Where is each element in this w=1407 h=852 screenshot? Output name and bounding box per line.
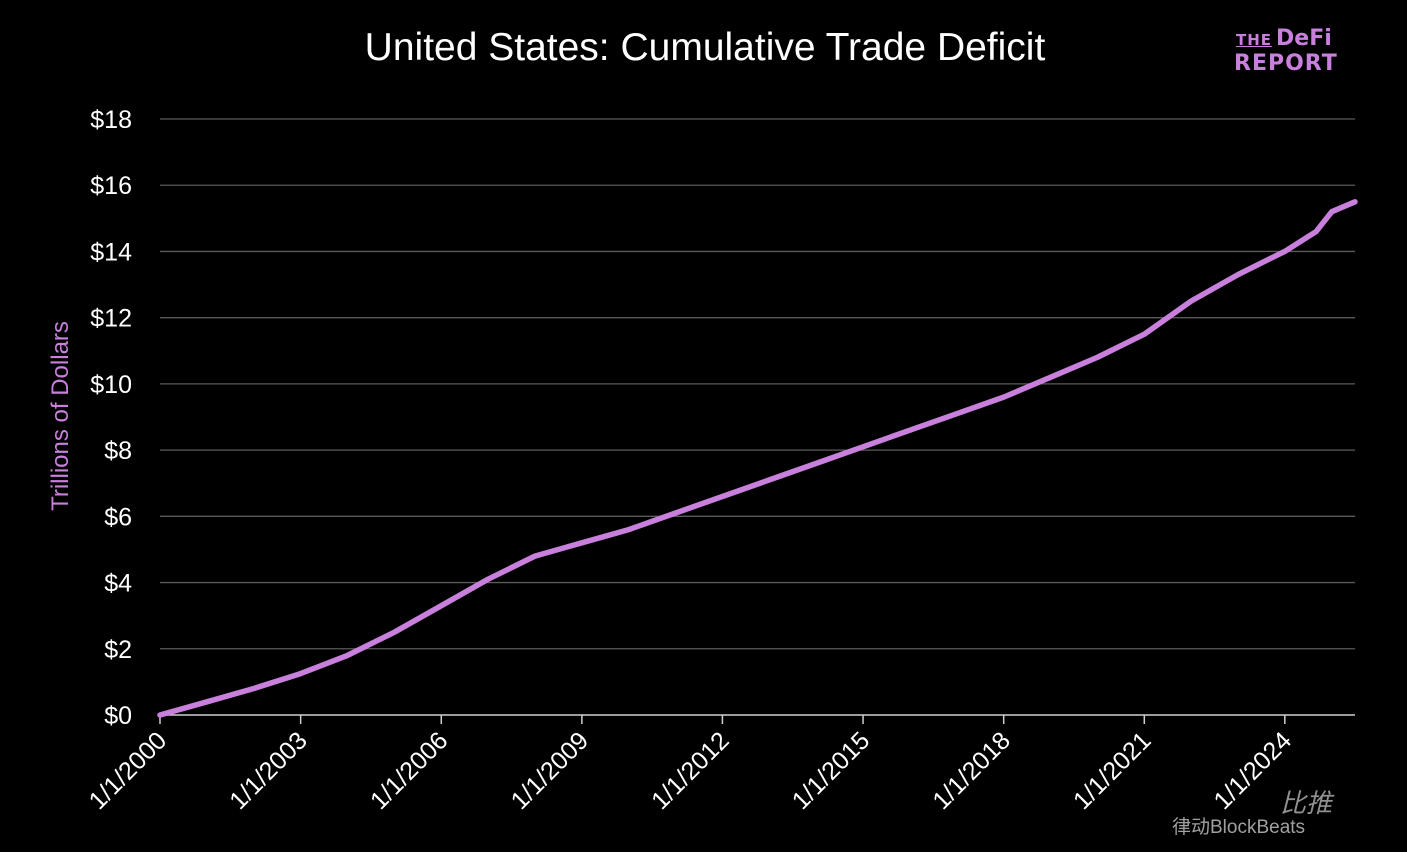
x-axis-ticks: 1/1/2000 1/1/2003 1/1/2006 1/1/2009 1/1/2012… (84, 715, 1297, 815)
y-tick-label: $2 (104, 636, 132, 664)
y-tick-label: $12 (90, 305, 132, 333)
y-tick-label: $14 (90, 238, 132, 266)
x-tick-label: 1/1/2021 (1068, 726, 1157, 815)
chart-title: United States: Cumulative Trade Deficit (364, 26, 1046, 69)
y-tick-label: $10 (90, 371, 132, 399)
y-tick-label: $18 (90, 106, 132, 134)
gridlines (160, 118, 1355, 650)
x-tick-label: 1/1/2003 (224, 726, 313, 815)
x-tick-label: 1/1/2015 (787, 726, 876, 815)
series-line (157, 199, 1358, 718)
y-tick-label: $4 (104, 570, 132, 598)
series-layer (157, 199, 1358, 718)
y-tick-label: $16 (90, 172, 132, 200)
x-tick-label: 1/1/2009 (506, 726, 595, 815)
x-tick-label: 1/1/2000 (84, 726, 173, 815)
x-tick-label: 1/1/2012 (646, 726, 735, 815)
logo-the: THE (1236, 31, 1273, 49)
y-tick-label: $6 (104, 503, 132, 531)
x-tick-label: 1/1/2018 (927, 726, 1016, 815)
watermark-blockbeats: 律动BlockBeats (1172, 817, 1306, 838)
watermark-secondary: 比推 (1280, 788, 1333, 818)
defi-report-logo: THE DeFi REPORT (1230, 26, 1360, 82)
y-axis-label: Trillions of Dollars (47, 321, 74, 511)
logo-report: REPORT (1234, 51, 1338, 76)
x-tick-label: 1/1/2006 (365, 726, 454, 815)
y-tick-label: $0 (104, 702, 132, 730)
logo-defi: DeFi (1276, 26, 1332, 51)
y-axis-ticks: $0 $2 $4 $6 $8 $10 $12 $14 $16 $18 (90, 106, 132, 730)
y-tick-label: $8 (104, 437, 132, 465)
